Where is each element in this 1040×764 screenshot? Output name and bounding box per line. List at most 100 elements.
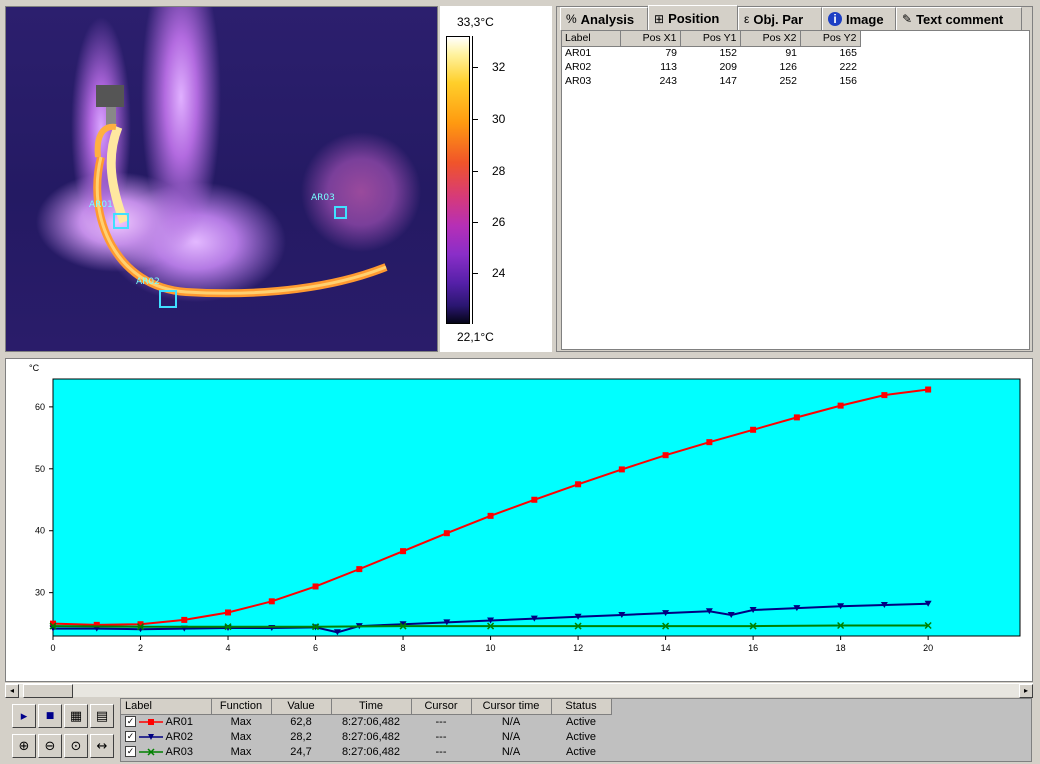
column-header[interactable]: Label — [562, 31, 621, 47]
region-ar02[interactable] — [159, 290, 177, 308]
cell-value: 62,8 — [290, 715, 312, 728]
data-point — [443, 530, 450, 537]
position-icon: ⊞ — [654, 11, 665, 26]
column-header[interactable]: Status — [551, 699, 612, 715]
data-point — [750, 426, 757, 433]
tab-image[interactable]: i Image — [822, 7, 896, 30]
series-label: AR01 — [165, 715, 194, 728]
region-ar03[interactable] — [334, 206, 347, 219]
scale-tick-label: 28 — [492, 164, 506, 178]
x-tick-label: 4 — [226, 643, 231, 653]
cell-cursor: --- — [435, 745, 447, 758]
zoom-in-button[interactable]: ⊕ — [12, 734, 36, 758]
column-header[interactable]: Pos Y2 — [800, 31, 861, 47]
arrow-right-icon: ▸ — [1023, 686, 1028, 695]
data-point — [487, 617, 495, 624]
zoom-out-button[interactable]: ⊖ — [38, 734, 62, 758]
table-row[interactable]: AR02 113 209 126 222 — [562, 60, 860, 74]
data-point — [793, 605, 801, 612]
table-row[interactable]: AR01 79 152 91 165 — [562, 46, 860, 60]
tab-analysis[interactable]: % Analysis — [560, 7, 648, 30]
series-visible-checkbox[interactable]: ✓ — [125, 716, 136, 728]
horizontal-scrollbar[interactable]: ◂ ▸ — [5, 683, 1033, 698]
table-row[interactable]: ✓ AR02 Max 28,2 8:27:06,482 --- N/A Acti… — [121, 729, 611, 744]
region-ar01-label: AR01 — [89, 200, 113, 210]
column-header[interactable]: Cursor — [411, 699, 472, 715]
data-point — [705, 608, 713, 615]
cell-time: 8:27:06,482 — [341, 715, 401, 728]
tab-label: Text comment — [916, 11, 1004, 27]
data-point — [662, 610, 670, 617]
chart-settings-button[interactable]: ▦ — [64, 704, 88, 728]
column-header[interactable]: Function — [211, 699, 272, 715]
series-ar03[interactable] — [49, 621, 932, 631]
table-row[interactable]: ✓ AR03 Max 24,7 8:27:06,482 --- N/A Acti… — [121, 744, 611, 759]
chart-properties-button[interactable]: ▤ — [90, 704, 114, 728]
series-visible-checkbox[interactable]: ✓ — [125, 746, 136, 758]
scroll-thumb[interactable] — [23, 684, 73, 698]
x-tick-label: 0 — [50, 643, 55, 653]
tab-position[interactable]: ⊞ Position — [648, 5, 738, 31]
plot-area[interactable] — [52, 378, 1021, 637]
data-point — [925, 386, 932, 393]
cell-pos-y2: 165 — [839, 47, 857, 60]
zoom-fit-icon: ⊙ — [70, 738, 82, 754]
zoom-in-icon: ⊕ — [18, 738, 30, 754]
scroll-left-button[interactable]: ◂ — [5, 684, 19, 698]
series-visible-checkbox[interactable]: ✓ — [125, 731, 136, 743]
cell-pos-x2: 126 — [779, 61, 797, 73]
zoom-fit-button[interactable]: ⊙ — [64, 734, 88, 758]
data-point — [487, 512, 494, 519]
column-header[interactable]: Value — [271, 699, 332, 715]
scroll-right-button[interactable]: ▸ — [1019, 684, 1033, 698]
data-point — [333, 629, 341, 636]
series-line-swatch — [139, 733, 164, 740]
data-point — [662, 452, 669, 459]
fit-width-button[interactable]: ↔ — [90, 734, 114, 758]
series-ar01[interactable] — [50, 386, 932, 628]
play-button[interactable]: ▸ — [12, 704, 36, 728]
analysis-icon: % — [566, 12, 577, 26]
cell-status: Active — [566, 730, 596, 743]
region-ar02-label: AR02 — [136, 277, 160, 287]
data-point — [399, 621, 407, 628]
table-row[interactable]: ✓ AR01 Max 62,8 8:27:06,482 --- N/A Acti… — [121, 714, 611, 729]
cell-cursor-time: N/A — [501, 745, 521, 758]
table-row[interactable]: AR03 243 147 252 156 — [562, 74, 860, 88]
data-point — [487, 622, 495, 630]
data-point — [618, 466, 625, 473]
thermal-image[interactable]: AR01 AR02 AR03 — [5, 6, 438, 352]
cell-time: 8:27:06,482 — [341, 730, 401, 743]
cell-pos-x2: 91 — [785, 47, 797, 60]
x-tick-label: 20 — [923, 643, 933, 653]
cell-function: Max — [230, 730, 252, 743]
column-header[interactable]: Pos X1 — [620, 31, 681, 47]
series-line-swatch — [139, 718, 164, 725]
column-header[interactable]: Time — [331, 699, 412, 715]
data-point — [749, 622, 757, 630]
cell-cursor: --- — [435, 730, 447, 743]
play-icon: ▸ — [20, 708, 28, 724]
stop-button[interactable]: ■ — [38, 704, 62, 728]
series-legend-table[interactable]: Label Function Value Time Cursor Cursor … — [120, 698, 1032, 762]
tab-label: Analysis — [580, 11, 635, 27]
column-header[interactable]: Cursor time — [471, 699, 552, 715]
cell-value: 28,2 — [290, 730, 312, 743]
position-table[interactable]: Label Pos X1 Pos Y1 Pos X2 Pos Y2 AR01 7… — [561, 30, 1030, 350]
tab-text-comment[interactable]: ✎ Text comment — [896, 7, 1022, 30]
column-header[interactable]: Pos Y1 — [680, 31, 741, 47]
data-point — [880, 602, 888, 609]
y-tick-label: 30 — [35, 588, 45, 598]
data-point — [50, 620, 56, 627]
region-ar01[interactable] — [113, 213, 129, 229]
cell-function: Max — [230, 745, 252, 758]
data-point — [706, 439, 713, 446]
x-tick-label: 2 — [138, 643, 143, 653]
tab-obj-par[interactable]: ε Obj. Par — [738, 7, 822, 30]
column-header[interactable]: Label — [121, 699, 212, 715]
x-tick-label: 8 — [401, 643, 406, 653]
data-point — [356, 566, 363, 573]
column-header[interactable]: Pos X2 — [740, 31, 801, 47]
text-comment-icon: ✎ — [902, 12, 913, 26]
temperature-chart[interactable]: °C 0 2 4 6 8 10 12 14 16 18 20 30 40 50 60 — [5, 358, 1033, 682]
